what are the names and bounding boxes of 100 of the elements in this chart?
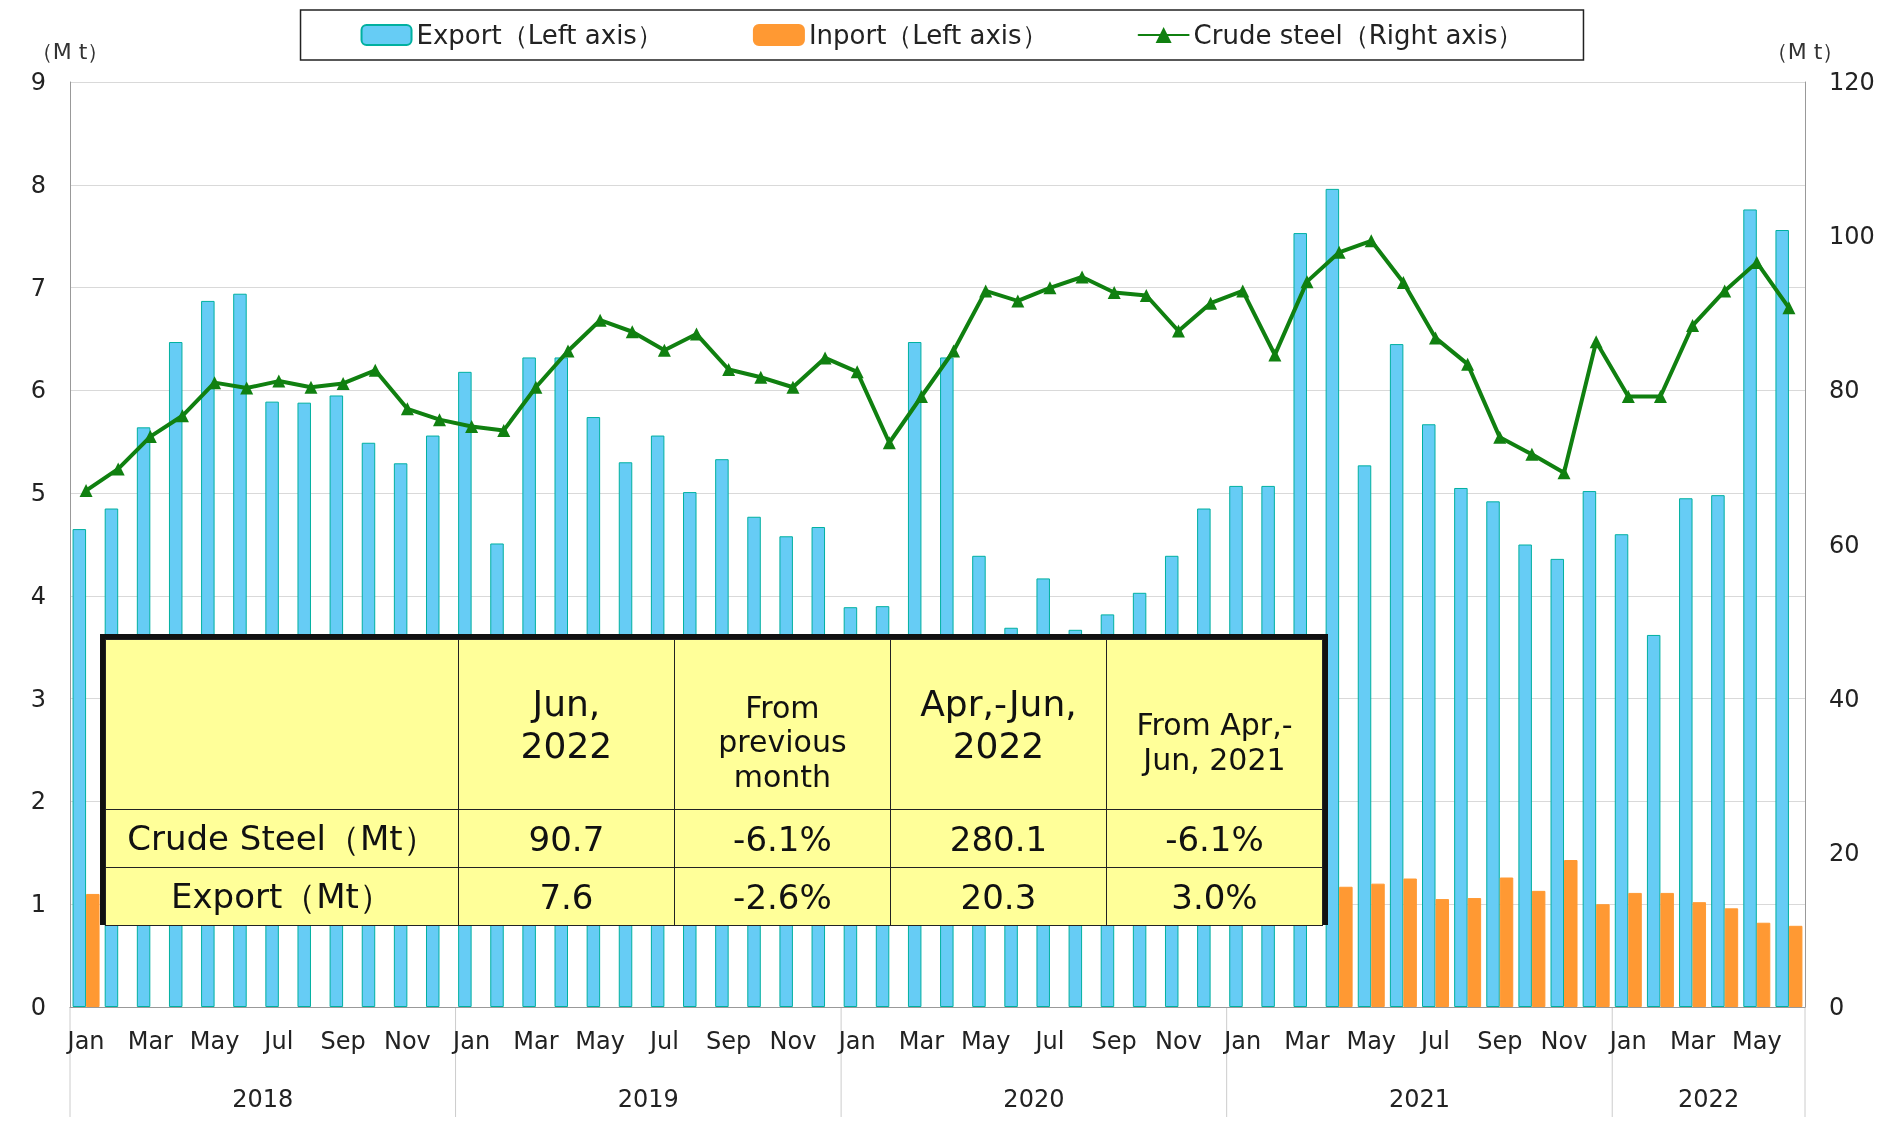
bar (1756, 922, 1771, 1007)
point (914, 390, 928, 403)
point (175, 409, 189, 423)
text: 2018 (232, 1085, 294, 1113)
y-tick-label: 4 (30, 581, 46, 610)
y-axis-title: （M t） (30, 38, 110, 64)
y2-axis-title: （M t） (1765, 38, 1845, 64)
point (657, 343, 671, 357)
category-label: From previous month (717, 689, 848, 795)
point (1621, 390, 1635, 403)
point (1107, 285, 1121, 299)
point (882, 436, 896, 450)
bar (1564, 860, 1578, 1007)
x-tick-label: Jan (1607, 1027, 1647, 1055)
point (1782, 301, 1796, 315)
x-tick-label: Jan (836, 1027, 876, 1055)
x-tick-label: Jul (1419, 1027, 1450, 1055)
text: -2.6% (733, 876, 832, 917)
bar (1371, 883, 1385, 1007)
x-tick-label: Nov (1540, 1027, 1588, 1055)
bar (1422, 424, 1436, 1007)
point (497, 423, 511, 437)
x-tick-label: Mar (513, 1027, 559, 1055)
bar (1357, 465, 1372, 1007)
bar (1628, 892, 1642, 1007)
point (1718, 284, 1732, 298)
point (850, 365, 864, 379)
point (1396, 275, 1410, 289)
bar (1711, 495, 1725, 1007)
bar (1646, 634, 1661, 1007)
point (1653, 390, 1667, 403)
x-tick-label: May (575, 1027, 625, 1055)
x-tick-label: Jul (647, 1027, 679, 1055)
text: 2022 (1678, 1085, 1740, 1113)
y2-tick-label: 120 (1829, 68, 1875, 96)
y2-tick-label: 20 (1829, 838, 1860, 867)
point (786, 380, 800, 394)
point (304, 380, 318, 394)
x-tick-label: May (1731, 1027, 1782, 1055)
bar (1660, 892, 1674, 1007)
y2-tick-label: 0 (1829, 993, 1845, 1021)
bar (1339, 886, 1353, 1007)
point (1075, 270, 1089, 284)
category-label: Jun, 2022 (519, 683, 614, 766)
text: 2021 (1388, 1085, 1450, 1113)
y-tick-label: 8 (30, 170, 46, 199)
point (240, 381, 254, 395)
point (432, 413, 446, 427)
bar (1435, 899, 1449, 1007)
x-tick-label: Sep (320, 1027, 366, 1055)
point (368, 363, 382, 377)
x-tick-label: Mar (127, 1027, 174, 1055)
x-tick-label: Jan (1222, 1027, 1262, 1055)
category-label: Crude Steel（Mt） (127, 817, 437, 858)
y2-tick-label: 60 (1829, 530, 1860, 559)
point (79, 484, 93, 498)
bar (1550, 558, 1565, 1007)
point (465, 420, 479, 434)
point (1493, 430, 1507, 444)
point (1011, 294, 1025, 308)
x-tick-label: Mar (1284, 1027, 1330, 1055)
point (625, 325, 639, 339)
x-tick-label: Jan (451, 1027, 491, 1055)
bar (1518, 544, 1532, 1007)
point (1429, 331, 1443, 345)
point (400, 402, 414, 416)
bar (1743, 209, 1757, 1007)
point (336, 376, 350, 390)
bar (1486, 501, 1500, 1007)
category-label: Export（Mt） (170, 875, 393, 916)
y-tick-label: 2 (30, 787, 46, 816)
y-tick-label: 6 (30, 376, 46, 405)
text: 20.3 (960, 876, 1037, 917)
point (208, 376, 222, 390)
bar (1614, 534, 1629, 1007)
point (690, 327, 704, 341)
point (1461, 357, 1475, 371)
bar (1582, 491, 1597, 1007)
text: 280.1 (949, 818, 1048, 859)
point (1300, 275, 1314, 289)
x-tick-label: Jul (1033, 1027, 1065, 1055)
legend-label: Inport（Left axis） (808, 20, 1048, 50)
x-tick-label: Sep (1091, 1027, 1137, 1055)
category-label: From Apr,-Jun, 2021 (1135, 707, 1294, 777)
bar (1596, 904, 1610, 1007)
y-tick-label: 1 (30, 890, 46, 919)
point (1268, 348, 1282, 362)
y-tick-label: 0 (30, 993, 46, 1021)
point (979, 284, 993, 298)
x-tick-label: Mar (898, 1027, 945, 1055)
x-tick-label: May (960, 1027, 1011, 1055)
x-tick-label: Sep (1477, 1027, 1523, 1055)
point (1589, 335, 1603, 349)
y-tick-label: 5 (30, 479, 46, 508)
text: 7.6 (539, 876, 594, 917)
bar (1325, 188, 1340, 1007)
x-tick-label: Sep (706, 1027, 752, 1055)
point (529, 380, 543, 394)
bar (1692, 902, 1707, 1007)
bar (1454, 487, 1468, 1007)
